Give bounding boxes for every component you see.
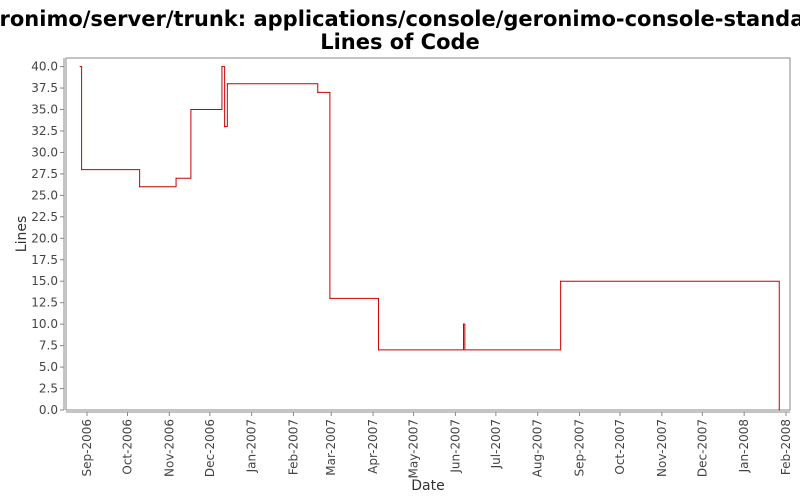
data-point xyxy=(224,126,226,128)
x-tick-label: Apr-2007 xyxy=(366,419,380,474)
y-tick-label: 20.0 xyxy=(31,231,58,245)
x-tick-label: Dec-2006 xyxy=(203,419,217,477)
y-tick-label: 15.0 xyxy=(31,274,58,288)
chart-title-line2: Lines of Code xyxy=(320,30,480,54)
data-point xyxy=(329,297,331,299)
x-tick-label: Oct-2006 xyxy=(120,419,134,475)
x-tick-label: Dec-2007 xyxy=(695,419,709,477)
x-tick-label: Sep-2006 xyxy=(80,419,94,477)
y-tick-label: 12.5 xyxy=(31,296,58,310)
x-tick-label: Jan-2007 xyxy=(245,419,259,473)
y-tick-label: 25.0 xyxy=(31,188,58,202)
series-group xyxy=(79,65,780,411)
x-tick-label: Mar-2007 xyxy=(324,419,338,476)
data-point xyxy=(190,108,192,111)
y-tick-label: 35.0 xyxy=(31,103,58,117)
data-point xyxy=(226,83,228,85)
x-tick-label: Jan-2008 xyxy=(737,419,751,473)
x-tick-label: Feb-2007 xyxy=(286,419,300,475)
y-tick-label: 40.0 xyxy=(31,60,58,74)
data-point xyxy=(464,349,466,351)
plot-area xyxy=(65,57,791,411)
y-tick-label: 10.0 xyxy=(31,317,58,331)
x-axis-label: Date xyxy=(411,478,444,494)
x-tick-label: Jun-2007 xyxy=(448,419,462,474)
data-point xyxy=(175,177,177,179)
y-tick-label: 30.0 xyxy=(31,145,58,159)
x-tick-label: Nov-2006 xyxy=(162,419,176,477)
y-tick-label: 0.0 xyxy=(39,403,58,417)
data-point xyxy=(462,323,465,325)
data-point xyxy=(221,65,223,68)
y-tick-label: 32.5 xyxy=(31,124,58,138)
y-axis-ticks: 0.0 2.5 5.0 7.5 10.0 12.5 15.0 17.5 20.0 22.5 25.0… xyxy=(31,60,64,417)
y-tick-label: 22.5 xyxy=(31,210,58,224)
x-tick-label: Aug-2007 xyxy=(531,419,545,477)
x-axis-ticks: Sep-2006 Oct-2006 Nov-2006 Dec-2006 Jan-2007… xyxy=(80,412,793,478)
y-axis-label: Lines xyxy=(14,216,30,252)
x-tick-label: Feb-2008 xyxy=(779,419,793,475)
x-tick-label: Sep-2007 xyxy=(573,419,587,477)
y-tick-label: 27.5 xyxy=(31,167,58,181)
data-point xyxy=(81,169,83,171)
x-tick-label: Jul-2007 xyxy=(489,419,503,469)
y-tick-label: 2.5 xyxy=(39,382,58,396)
data-point xyxy=(560,280,562,282)
chart-title-line1: /geronimo/server/trunk: applications/con… xyxy=(0,7,800,31)
y-tick-label: 5.0 xyxy=(39,360,58,374)
x-tick-label: May-2007 xyxy=(407,419,421,478)
y-tick-label: 7.5 xyxy=(39,339,58,353)
data-point xyxy=(778,409,780,411)
data-point xyxy=(79,65,81,68)
y-tick-label: 17.5 xyxy=(31,253,58,267)
y-tick-label: 37.5 xyxy=(31,81,58,95)
x-tick-label: Oct-2007 xyxy=(613,419,627,475)
data-point xyxy=(139,186,141,188)
data-point xyxy=(377,349,380,351)
data-point xyxy=(317,91,319,93)
x-tick-label: Nov-2007 xyxy=(655,419,669,477)
